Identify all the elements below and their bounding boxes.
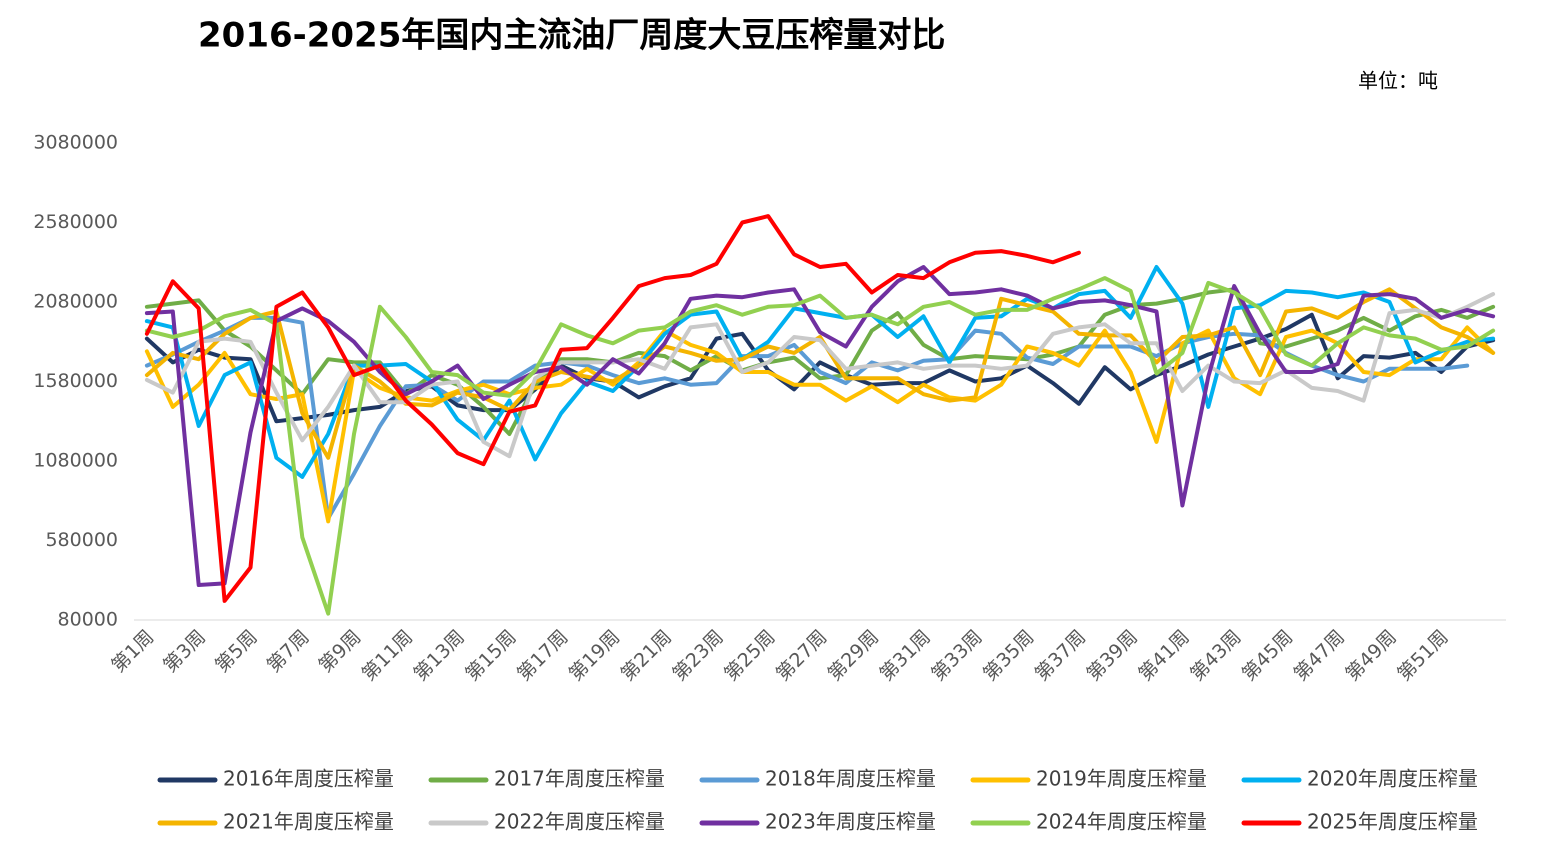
series-line — [144, 292, 1496, 459]
series-line — [144, 265, 1496, 479]
series-line — [144, 315, 1470, 521]
y-tick-label: 2580000 — [33, 211, 118, 233]
x-tick-label: 第21周 — [617, 626, 677, 686]
x-tick-label: 第17周 — [513, 626, 573, 686]
x-tick-label: 第27周 — [772, 626, 832, 686]
x-tick-label: 第51周 — [1393, 626, 1453, 686]
y-tick-label: 1080000 — [33, 450, 118, 472]
series-line — [144, 265, 1496, 587]
x-tick-label: 第3周 — [159, 626, 210, 677]
legend-text: 2019年周度压榨量 — [1036, 767, 1207, 791]
legend-text: 2018年周度压榨量 — [765, 767, 936, 791]
y-tick-label: 3080000 — [33, 132, 118, 154]
x-tick-label: 第37周 — [1031, 626, 1091, 686]
x-tick-label: 第1周 — [107, 626, 158, 677]
x-tick-label: 第15周 — [461, 626, 521, 686]
legend-text: 2020年周度压榨量 — [1307, 767, 1478, 791]
chart-title: 2016-2025年国内主流油厂周度大豆压榨量对比 — [198, 16, 945, 56]
legend-text: 2025年周度压榨量 — [1307, 810, 1478, 834]
legend-text: 2017年周度压榨量 — [494, 767, 665, 791]
x-tick-label: 第13周 — [409, 626, 469, 686]
x-tick-label: 第45周 — [1238, 626, 1298, 686]
legend-text: 2016年周度压榨量 — [223, 767, 394, 791]
legend-text: 2024年周度压榨量 — [1036, 810, 1207, 834]
x-tick-label: 第5周 — [211, 626, 262, 677]
y-tick-label: 2080000 — [33, 291, 118, 313]
unit-label: 单位：吨 — [1358, 69, 1438, 93]
series-line — [144, 287, 1496, 460]
x-tick-label: 第23周 — [668, 626, 728, 686]
series-line — [144, 312, 1496, 424]
y-tick-label: 1580000 — [33, 370, 118, 392]
x-tick-label: 第35周 — [979, 626, 1039, 686]
x-tick-label: 第39周 — [1083, 626, 1143, 686]
x-tick-label: 第41周 — [1134, 626, 1194, 686]
x-tick-label: 第33周 — [927, 626, 987, 686]
series-line — [144, 276, 1496, 616]
x-tick-label: 第25周 — [720, 626, 780, 686]
x-tick-label: 第49周 — [1341, 626, 1401, 686]
legend-text: 2023年周度压榨量 — [765, 810, 936, 834]
x-tick-label: 第11周 — [358, 626, 418, 686]
legend-text: 2021年周度压榨量 — [223, 810, 394, 834]
x-tick-label: 第43周 — [1186, 626, 1246, 686]
y-tick-label: 580000 — [45, 529, 118, 551]
x-tick-label: 第29周 — [824, 626, 884, 686]
series-line — [144, 325, 1496, 524]
legend-text: 2022年周度压榨量 — [494, 810, 665, 834]
series-line — [144, 214, 1081, 603]
x-tick-label: 第7周 — [263, 626, 314, 677]
x-tick-label: 第47周 — [1290, 626, 1350, 686]
y-tick-label: 80000 — [58, 609, 118, 631]
x-tick-label: 第19周 — [565, 626, 625, 686]
x-tick-label: 第31周 — [875, 626, 935, 686]
